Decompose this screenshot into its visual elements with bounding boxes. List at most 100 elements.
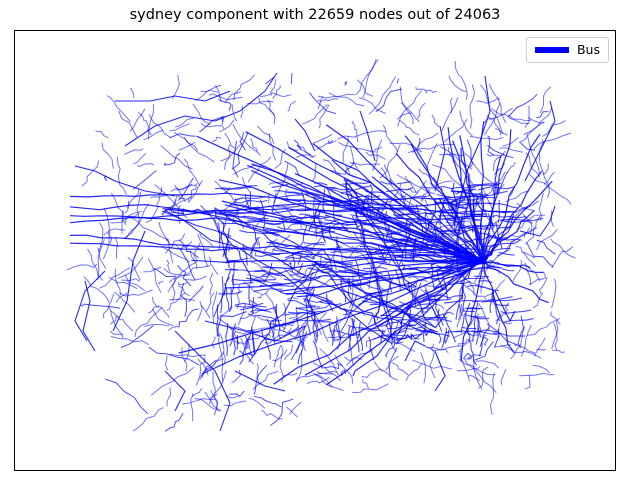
bus-route-edge [489,291,493,313]
bus-route-edge [510,326,526,360]
bus-route-edge [232,140,239,178]
bus-route-edge [279,262,484,292]
bus-route-edge [458,303,463,316]
bus-route-edge [229,204,260,209]
bus-route-edge [523,107,553,136]
bus-route-edge [273,260,483,385]
bus-route-edge [297,252,302,265]
bus-route-edge [382,124,399,153]
bus-route-edge [97,239,105,281]
bus-route-edge [483,260,516,354]
bus-route-edge [208,256,219,276]
bus-route-edge [480,271,487,294]
bus-route-edge [160,246,191,263]
bus-route-edge [272,85,281,100]
bus-route-edge [551,278,557,309]
legend: Bus [525,37,609,63]
bus-route-edge [194,398,220,412]
legend-bus-swatch [534,46,569,53]
bus-route-edge [491,107,530,125]
bus-route-edge [415,86,428,94]
bus-route-edge [191,388,203,397]
bus-route-edge [234,305,272,314]
bus-route-edge [486,323,518,346]
bus-route-edge [196,301,203,322]
bus-route-edge [105,378,149,415]
bus-route-edge [96,247,107,269]
bus-route-edge [434,125,446,192]
bus-route-edge [343,295,369,316]
bus-route-edge [348,184,417,288]
bus-route-edge [434,296,444,326]
bus-route-edge [464,152,496,185]
bus-route-edge [443,299,480,304]
bus-route-edge [311,262,397,339]
bus-route-edge [279,345,284,383]
bus-route-edge [375,88,403,113]
bus-route-edge [162,207,483,260]
bus-route-edge [434,214,515,329]
bus-route-edge [461,326,477,330]
bus-route-edge [450,182,455,192]
bus-route-edge [293,139,302,151]
bus-route-edge [83,276,110,303]
bus-route-edge [197,358,209,376]
bus-route-edge [224,283,230,310]
bus-route-edge [113,291,136,313]
bus-route-edge [224,91,242,104]
bus-route-edge [459,110,473,137]
bus-route-edge [349,146,358,170]
bus-route-edge [289,261,294,272]
bus-route-edge [508,114,532,122]
bus-route-edge [74,270,106,342]
bus-route-edge [209,272,214,296]
bus-route-edge [223,400,247,407]
bus-route-edge [234,199,268,204]
bus-route-edge [134,307,162,338]
bus-route-edge [503,318,534,323]
bus-route-edge [431,114,440,128]
bus-route-edge [383,164,393,184]
bus-route-edge [152,308,174,327]
bus-route-edge [414,316,448,321]
bus-route-edge [240,302,264,311]
bus-route-edge [244,335,249,349]
bus-route-edge [317,312,327,328]
legend-bus-label: Bus [576,42,600,57]
bus-route-edge [150,366,195,396]
bus-route-edge [268,133,277,161]
bus-route-edge [469,221,474,233]
bus-route-edge [429,343,436,379]
bus-route-edge [434,350,446,392]
bus-route-edge [129,108,146,132]
bus-route-edge [425,143,438,169]
bus-route-edge [334,334,346,341]
bus-route-edge [500,369,507,385]
bus-route-edge [536,111,549,119]
bus-route-edge [475,316,479,345]
bus-route-edge [267,194,272,203]
bus-route-edge [240,105,244,119]
bus-route-edge [387,324,417,330]
bus-route-edge [247,100,274,105]
bus-route-edge [388,347,398,377]
bus-route-edge [469,84,475,129]
bus-route-edge [169,123,190,132]
bus-route-edge [337,130,387,140]
bus-route-edge [315,331,318,344]
bus-route-edge [178,261,487,354]
bus-route-edge [116,156,128,195]
bus-route-edge [477,326,482,338]
bus-route-edge [103,293,115,319]
bus-route-edge [412,132,439,153]
bus-route-edge [340,185,371,194]
bus-route-edge [199,232,214,248]
bus-route-edge [343,178,481,264]
bus-route-edge [98,267,131,289]
bus-route-edge [316,370,337,375]
bus-route-edge [476,97,501,104]
bus-route-edge [256,125,275,144]
bus-route-edge [213,289,226,318]
bus-route-edge [69,242,485,252]
bus-route-edge [164,412,184,432]
